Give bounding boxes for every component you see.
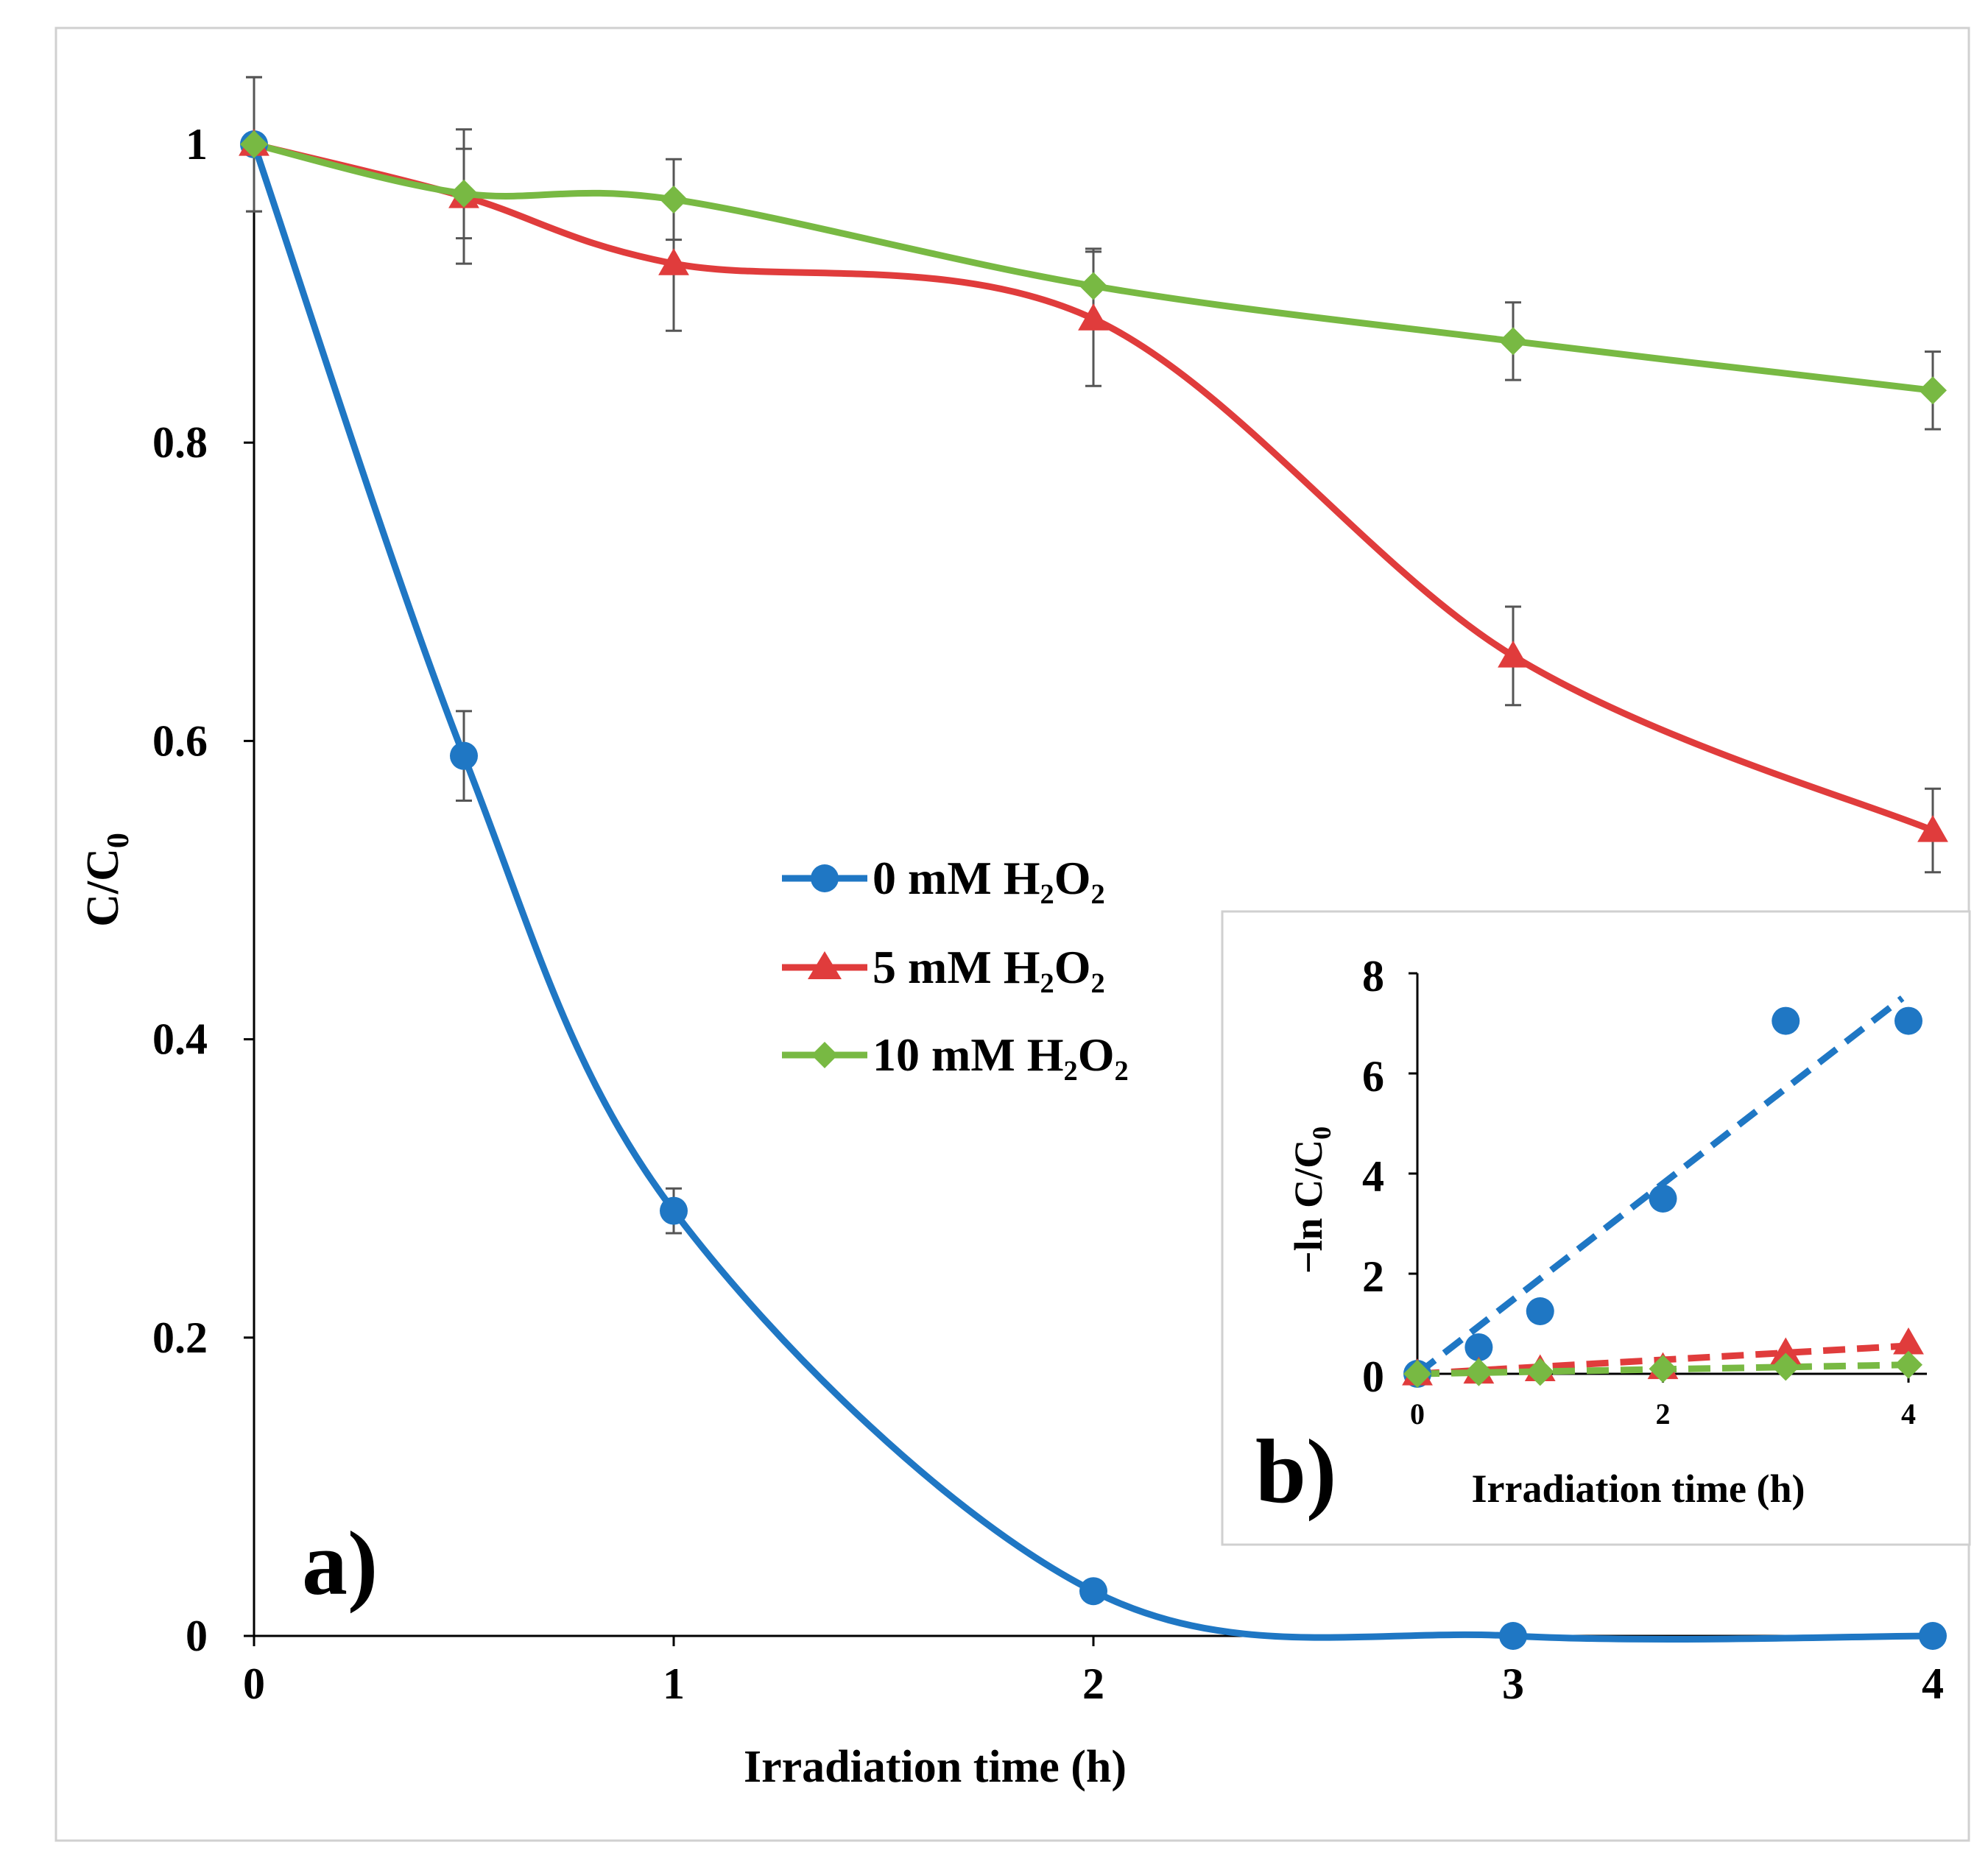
main-x-axis-title: Irradiation time (h): [744, 1742, 1127, 1792]
data-point-2: [240, 130, 268, 158]
main-y-axis-title-main: C/C: [78, 848, 128, 927]
inset-y-axis-title-main: −ln C/C: [1286, 1140, 1330, 1274]
data-point-1: [658, 248, 689, 275]
main-x-tick-label: 0: [243, 1659, 265, 1708]
data-point-2: [660, 185, 688, 214]
inset-y-axis-title: −ln C/C0: [1286, 1126, 1336, 1274]
inset-y-tick-label: 8: [1362, 952, 1384, 1001]
main-y-axis-title-sub: 0: [102, 833, 135, 848]
inset-point-0: [1772, 1006, 1800, 1035]
inset-point-2: [1403, 1360, 1431, 1388]
inset-y-tick-label: 6: [1362, 1052, 1384, 1101]
data-point-1: [1917, 815, 1948, 842]
legend-item-2: 10 mM H₂O₂: [782, 1029, 1129, 1081]
main-x-tick-label: 4: [1922, 1659, 1944, 1708]
main-y-tick-label: 0.8: [152, 418, 208, 467]
inset-x-tick-label: 4: [1901, 1397, 1916, 1431]
legend-item-0: 0 mM H₂O₂: [782, 852, 1105, 904]
data-point-1: [1498, 641, 1529, 668]
inset-y-tick-label: 2: [1362, 1252, 1384, 1301]
inset-markers: [1402, 1006, 1924, 1388]
main-y-axis-title: C/C0: [78, 833, 135, 927]
main-x-tick-label: 1: [663, 1659, 685, 1708]
inset-point-2: [1894, 1350, 1922, 1379]
inset-x-axis-title: Irradiation time (h): [1472, 1467, 1805, 1511]
legend-item-1: 5 mM H₂O₂: [782, 941, 1105, 993]
inset-point-2: [1649, 1355, 1677, 1383]
inset-x-tick-label: 0: [1410, 1397, 1425, 1431]
inset-point-1: [1770, 1337, 1802, 1365]
data-point-2: [1079, 272, 1107, 300]
panel-label-b: b): [1255, 1421, 1336, 1522]
legend: 0 mM H₂O₂ 5 mM H₂O₂ 10 mM H₂O₂: [782, 852, 1129, 1081]
data-point-0: [1079, 1577, 1107, 1606]
inset-point-1: [1893, 1327, 1924, 1355]
inset-point-0: [1649, 1185, 1677, 1213]
series-line-0: [250, 143, 1934, 1643]
main-markers: [239, 129, 1948, 1650]
inset-y-axis-title-sub: 0: [1307, 1126, 1336, 1140]
inset-point-2: [1772, 1352, 1800, 1381]
data-point-0: [450, 741, 478, 770]
panel-label-a: a): [302, 1513, 378, 1614]
data-point-2: [1919, 376, 1947, 405]
main-x-tick-label: 2: [1082, 1659, 1104, 1708]
main-y-tick-label: 0: [186, 1612, 208, 1660]
main-x-tick-label: 3: [1502, 1659, 1524, 1708]
inset-point-2: [1526, 1358, 1554, 1386]
main-y-tick-label: 1: [186, 120, 208, 169]
legend-label-1: 5 mM H₂O₂: [873, 941, 1105, 993]
inset-y-tick-label: 0: [1362, 1352, 1384, 1401]
main-y-tick-label: 0.2: [152, 1313, 208, 1362]
legend-label-0: 0 mM H₂O₂: [873, 852, 1105, 904]
data-point-0: [1499, 1622, 1527, 1650]
inset-frame: [1221, 910, 1971, 1546]
inset-point-2: [1464, 1358, 1493, 1386]
main-y-tick-label: 0.4: [152, 1015, 208, 1064]
inset-point-0: [1464, 1333, 1493, 1361]
inset-tick-labels: 0 2 4 0 2 4 6 8: [1362, 952, 1916, 1431]
data-point-0: [1919, 1622, 1947, 1650]
legend-label-2: 10 mM H₂O₂: [873, 1029, 1129, 1081]
data-point-2: [1499, 327, 1527, 356]
inset-point-0: [1526, 1297, 1554, 1325]
data-point-1: [1078, 303, 1109, 331]
main-tick-labels: 0 1 2 3 4 0 0.2 0.4 0.6 0.8 1: [152, 120, 1944, 1708]
main-y-tick-label: 0.6: [152, 716, 208, 765]
inset-y-tick-label: 4: [1362, 1152, 1384, 1201]
inset-point-0: [1894, 1006, 1922, 1035]
data-point-0: [660, 1196, 688, 1225]
data-point-2: [450, 179, 478, 208]
inset-x-tick-label: 2: [1656, 1397, 1671, 1431]
